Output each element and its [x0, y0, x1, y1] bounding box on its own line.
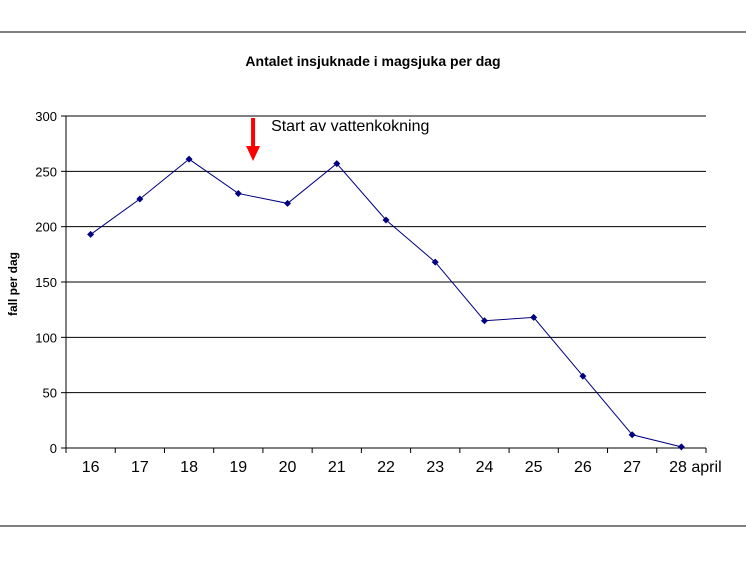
x-tick-label: 24 [476, 459, 494, 476]
x-tick-label: 19 [229, 459, 247, 476]
series-line [90, 158, 682, 448]
y-tick-labels: 0 50 100 150 200 250 300 [35, 109, 57, 456]
x-tick-label: 28 april [669, 459, 721, 476]
x-tick-label: 16 [82, 459, 100, 476]
x-tick-label: 25 [525, 459, 543, 476]
data-point [628, 431, 636, 439]
data-point [579, 372, 587, 380]
x-tick-label: 20 [279, 459, 297, 476]
annotation-label: Start av vattenkokning [271, 118, 429, 135]
x-tick-label: 21 [328, 459, 346, 476]
x-tick-label: 23 [426, 459, 444, 476]
data-point [333, 160, 341, 168]
data-point [234, 189, 242, 197]
axes [61, 115, 707, 453]
series-group [87, 155, 685, 451]
x-tick-label: 22 [377, 459, 395, 476]
y-tick-label: 150 [35, 275, 57, 290]
y-axis-title: fall per dag [6, 252, 20, 316]
data-point [530, 313, 538, 321]
y-tick-label: 200 [35, 220, 57, 235]
x-tick-label: 17 [131, 459, 149, 476]
y-tick-label: 250 [35, 164, 57, 179]
y-tick-label: 100 [35, 330, 57, 345]
x-tick-labels: 16 17 18 19 20 21 22 23 24 25 26 27 28 april [82, 459, 722, 476]
x-tick-label: 27 [623, 459, 641, 476]
data-point [87, 230, 95, 238]
y-tick-label: 50 [43, 386, 57, 401]
x-tick-label: 26 [574, 459, 592, 476]
data-point [284, 199, 292, 207]
data-point [136, 195, 144, 203]
annotation-group: Start av vattenkokning [246, 118, 429, 161]
x-tick-label: 18 [180, 459, 198, 476]
data-point [185, 155, 193, 163]
data-point [431, 258, 439, 266]
data-point [382, 216, 390, 224]
annotation-arrow-head [246, 146, 261, 161]
data-point [677, 443, 685, 451]
chart-title: Antalet insjuknade i magsjuka per dag [245, 53, 500, 69]
gridlines [66, 115, 706, 394]
y-tick-label: 0 [50, 441, 57, 456]
y-tick-label: 300 [35, 109, 57, 124]
data-point [480, 317, 488, 325]
